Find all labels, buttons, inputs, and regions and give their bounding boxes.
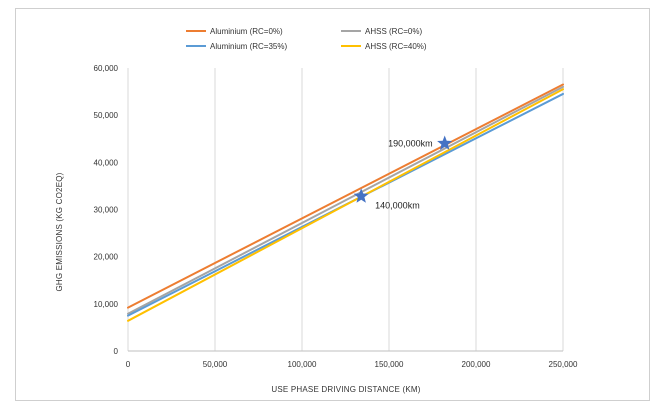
x-axis-title: USE PHASE DRIVING DISTANCE (KM) (271, 385, 420, 394)
y-tick-label: 20,000 (94, 253, 119, 262)
annotation-label: 140,000km (375, 200, 420, 210)
annotation-label: 190,000km (388, 138, 433, 148)
series-lines (127, 83, 564, 322)
chart-frame (15, 8, 650, 401)
y-tick-label: 40,000 (94, 158, 119, 167)
x-tick-label: 150,000 (375, 360, 404, 369)
legend-label: Aluminium (RC=35%) (210, 42, 287, 51)
star-marker (353, 188, 369, 203)
annotations: 190,000km 140,000km (353, 135, 453, 210)
series-line-0 (127, 83, 564, 309)
star-marker (437, 135, 453, 150)
y-axis-title: GHG EMISSIONS (KG CO2EQ) (55, 172, 64, 291)
legend-label: Aluminium (RC=0%) (210, 27, 283, 36)
y-tick-label: 10,000 (94, 300, 119, 309)
y-tick-label: 30,000 (94, 206, 119, 215)
x-tick-label: 0 (126, 360, 131, 369)
series-line-1 (127, 85, 564, 315)
gridlines (127, 68, 564, 351)
x-tick-label: 100,000 (288, 360, 317, 369)
x-tick-label: 250,000 (549, 360, 578, 369)
y-tick-label: 0 (114, 347, 119, 356)
legend-label: AHSS (RC=0%) (365, 27, 422, 36)
legend-label: AHSS (RC=40%) (365, 42, 427, 51)
y-tick-label: 50,000 (94, 111, 119, 120)
legend: Aluminium (RC=0%) AHSS (RC=0%) Aluminium (… (186, 27, 427, 51)
x-tick-label: 50,000 (203, 360, 228, 369)
axes: 0 50,000 100,000 150,000 200,000 250,000 0 10,0… (94, 64, 578, 369)
x-tick-label: 200,000 (462, 360, 491, 369)
y-tick-label: 60,000 (94, 64, 119, 73)
series-line-3 (127, 88, 564, 322)
